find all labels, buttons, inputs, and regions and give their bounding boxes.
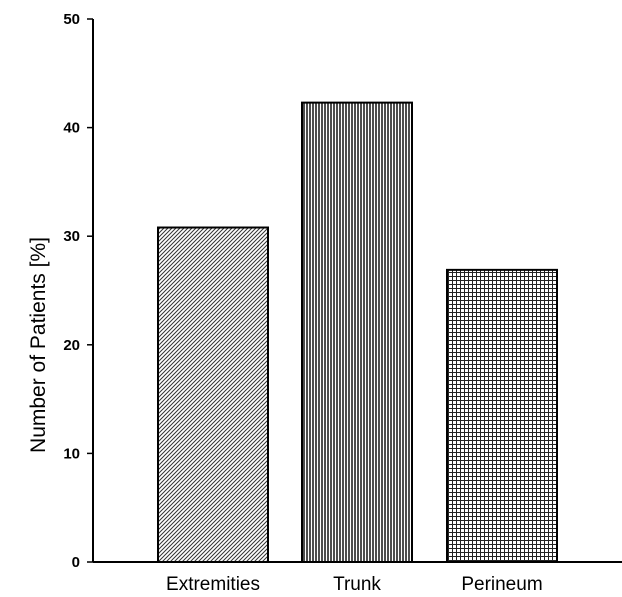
x-axis-labels: Extremities Trunk Perineum [166,574,543,595]
x-tick-label: Perineum [461,574,542,595]
bar-extremities [157,226,269,563]
y-tick-label: 30 [63,228,80,245]
y-tick-label: 0 [72,554,80,571]
y-tick-label: 50 [63,11,80,28]
bars [157,101,558,563]
y-tick-label: 20 [63,337,80,354]
y-axis-ticks: 0 10 20 30 40 50 [63,11,93,571]
y-tick-label: 40 [63,120,80,137]
bar-trunk [301,101,413,563]
bar-perineum [446,268,558,563]
x-tick-label: Extremities [166,574,260,595]
y-axis-title: Number of Patients [%] [27,237,50,453]
y-tick-label: 10 [63,445,80,462]
x-tick-label: Trunk [333,574,381,595]
